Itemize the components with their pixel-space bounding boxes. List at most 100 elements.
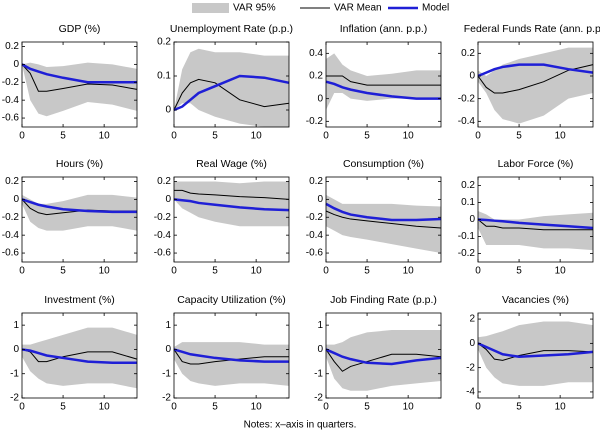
panel-title: GDP (%) [59,23,101,35]
y-tick-label: -0.2 [306,212,324,223]
var-mean-line [173,78,290,111]
plot-frame [477,41,594,128]
y-tick-label: -1 [162,368,171,379]
var-mean-line [325,349,442,372]
x-tick-label: 10 [251,131,263,142]
model-line [21,63,137,84]
x-tick-label: 0 [475,266,481,277]
y-tick-label: -0.6 [306,248,324,259]
x-tick-label: 5 [516,266,522,277]
var-mean-line [21,348,138,363]
x-tick-label: 5 [60,402,66,413]
model-line [173,198,290,212]
model-line [477,218,594,230]
plot-frame [325,312,442,399]
x-tick-label: 5 [364,402,370,413]
y-tick-label: 2 [469,314,475,325]
y-tick-label: 0 [469,214,475,225]
plot-frame [325,41,442,128]
note: Notes: x–axis in quarters. [244,420,357,431]
x-tick-label: 5 [212,131,218,142]
y-tick-label: 0.1 [461,197,475,208]
x-tick-label: 10 [403,402,415,413]
x-tick-label: 5 [60,131,66,142]
y-tick-label: 0 [317,344,323,355]
x-tick-label: 5 [364,131,370,142]
x-tick-label: 5 [60,266,66,277]
plot-frame [325,176,442,263]
x-tick-label: 0 [171,402,177,413]
confidence-band [326,194,441,254]
var-mean-line [21,64,138,92]
var-mean-line [173,349,289,365]
x-tick-label: 5 [364,266,370,277]
panel-title: Labor Force (%) [498,158,574,170]
confidence-band [22,194,137,231]
var-mean-line [325,210,442,229]
plot-frame [21,176,138,263]
y-tick-label: -2 [10,393,19,404]
y-tick-label: -0.4 [154,230,172,241]
y-tick-label: -0.2 [2,212,20,223]
y-tick-label: 0 [469,71,475,82]
y-tick-label: 0 [317,93,323,104]
x-tick-label: 5 [212,402,218,413]
panel-title: Vacancies (%) [502,294,569,306]
model-line [477,342,594,358]
y-tick-label: -0.1 [458,231,476,242]
y-tick-label: -0.2 [154,212,172,223]
model-line [21,348,137,365]
y-tick-label: 0 [165,105,171,116]
y-tick-label: 0.2 [5,41,19,52]
legend-label: VAR Mean [334,3,382,14]
legend-swatch [192,3,229,13]
panel-title: Capacity Utilization (%) [177,294,286,306]
y-tick-label: 1 [165,320,171,331]
x-tick-label: 0 [171,266,177,277]
y-tick-label: 1 [13,320,19,331]
x-tick-label: 10 [99,131,111,142]
x-tick-label: 5 [516,402,522,413]
confidence-band [478,47,593,124]
panel-title: Inflation (ann. p.p.) [340,23,428,35]
confidence-band [174,48,289,127]
y-tick-label: -0.2 [306,116,324,127]
confidence-band [174,181,289,227]
panel-title: Investment (%) [44,294,115,306]
y-tick-label: -0.4 [458,116,476,127]
x-tick-label: 5 [516,131,522,142]
y-tick-label: 0 [317,194,323,205]
y-tick-label: -0.2 [458,93,476,104]
y-tick-label: 0 [13,59,19,70]
plot-frame [21,312,138,399]
confidence-band [326,53,441,110]
y-tick-label: -0.6 [2,248,20,259]
x-tick-label: 10 [555,266,567,277]
y-tick-label: 0.1 [157,71,171,82]
var-mean-line [477,64,594,94]
plot-frame [173,312,290,399]
y-tick-label: -4 [466,387,475,398]
x-tick-label: 0 [19,131,25,142]
panel-title: Unemployment Rate (p.p.) [170,23,293,35]
x-tick-label: 0 [19,402,25,413]
var-mean-line [477,342,594,361]
panel-title: Job Finding Rate (p.p.) [330,294,437,306]
panel-title: Federal Funds Rate (ann. p.p.) [464,23,600,35]
panel-title: Hours (%) [56,158,103,170]
model-line [173,74,290,112]
y-tick-label: -0.2 [2,77,20,88]
y-tick-label: -0.4 [306,230,324,241]
panel-title: Consumption (%) [343,158,424,170]
model-line [325,202,442,222]
y-tick-label: -0.4 [2,230,20,241]
y-tick-label: -0.2 [458,248,476,259]
y-tick-label: -0.4 [2,95,20,106]
x-tick-label: 10 [555,131,567,142]
y-tick-label: -2 [314,393,323,404]
plot-frame [21,41,138,128]
y-tick-label: 0.2 [309,71,323,82]
x-tick-label: 0 [19,266,25,277]
y-tick-label: -0.6 [154,248,172,259]
confidence-band [478,211,593,251]
